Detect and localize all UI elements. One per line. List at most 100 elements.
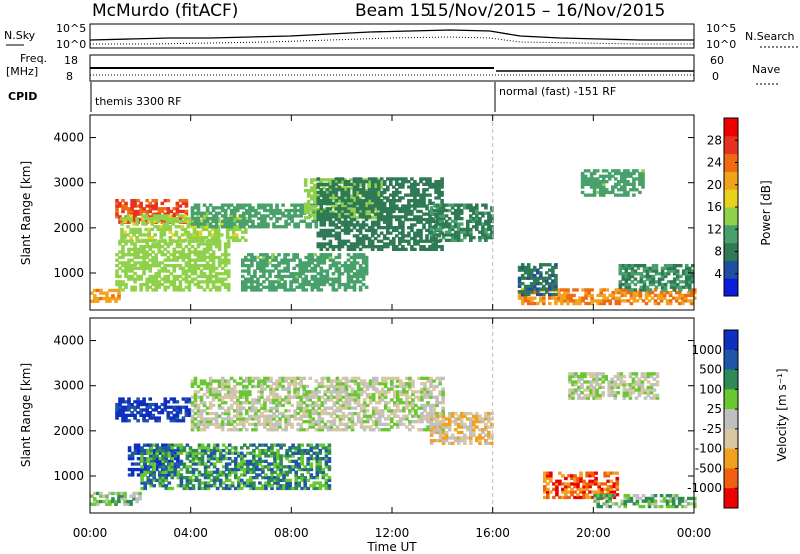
- colorbar-tick-label: 24: [707, 156, 722, 170]
- heatmap-cell: [434, 185, 438, 189]
- heatmap-cell: [166, 413, 171, 417]
- heatmap-cell: [352, 223, 357, 227]
- heatmap-cell: [146, 459, 150, 463]
- heatmap-cell: [167, 454, 172, 458]
- heatmap-cell: [346, 202, 350, 206]
- heatmap-cell: [331, 194, 335, 198]
- heatmap-cell: [450, 206, 455, 210]
- heatmap-cell: [429, 230, 434, 234]
- heatmap-cell: [205, 420, 210, 424]
- heatmap-cell: [191, 478, 196, 482]
- heatmap-cell: [255, 454, 259, 458]
- heatmap-cell: [93, 502, 97, 506]
- heatmap-cell: [157, 416, 161, 420]
- heatmap-cell: [325, 193, 330, 197]
- heatmap-cell: [241, 282, 245, 287]
- heatmap-cell: [211, 214, 216, 218]
- heatmap-cell: [287, 398, 291, 402]
- heatmap-cell: [181, 405, 186, 409]
- heatmap-cell: [156, 227, 160, 232]
- heatmap-cell: [205, 384, 210, 389]
- heatmap-cell: [275, 409, 279, 413]
- heatmap-cell: [196, 253, 201, 257]
- heatmap-cell: [331, 285, 336, 289]
- heatmap-cell: [364, 193, 369, 197]
- heatmap-cell: [410, 188, 414, 192]
- heatmap-cell: [217, 239, 222, 243]
- heatmap-cell: [358, 228, 363, 233]
- heatmap-cell: [130, 242, 134, 246]
- heatmap-cell: [308, 376, 312, 380]
- heatmap-cell: [307, 258, 311, 262]
- heatmap-cell: [251, 222, 255, 226]
- heatmap-cell: [205, 250, 210, 254]
- heatmap-cell: [199, 422, 204, 426]
- heatmap-cell: [337, 285, 342, 289]
- heatmap-cell: [190, 379, 195, 383]
- heatmap-cell: [638, 190, 642, 195]
- heatmap-cell: [167, 470, 172, 474]
- heatmap-cell: [376, 201, 381, 205]
- heatmap-cell: [324, 454, 329, 458]
- heatmap-cell: [382, 209, 387, 214]
- heatmap-cell: [355, 274, 360, 279]
- heatmap-cell: [285, 473, 289, 477]
- heatmap-cell: [358, 188, 363, 192]
- heatmap-cell: [392, 177, 396, 181]
- heatmap-cell: [278, 395, 282, 399]
- heatmap-cell: [346, 253, 351, 257]
- heatmap-cell: [118, 239, 122, 243]
- heatmap-cell: [247, 285, 251, 289]
- heatmap-cell: [370, 188, 375, 192]
- heatmap-cell: [355, 209, 360, 214]
- heatmap-cell: [343, 189, 347, 193]
- heatmap-cell: [202, 255, 207, 260]
- heatmap-cell: [143, 473, 147, 477]
- heatmap-cell: [257, 384, 261, 389]
- heatmap-cell: [242, 384, 246, 389]
- heatmap-cell: [256, 282, 260, 287]
- heatmap-cell: [132, 491, 136, 496]
- heatmap-cell: [341, 395, 346, 399]
- heatmap-cell: [580, 185, 585, 189]
- heatmap-cell: [270, 448, 274, 453]
- heatmap-cell: [158, 448, 163, 453]
- heatmap-cell: [296, 222, 300, 226]
- heatmap-cell: [141, 214, 145, 218]
- heatmap-cell: [303, 465, 307, 469]
- heatmap-cell: [185, 451, 190, 455]
- heatmap-cell: [211, 242, 216, 246]
- heatmap-cell: [327, 459, 332, 463]
- heatmap-cell: [529, 301, 534, 306]
- heatmap-cell: [261, 470, 265, 474]
- heatmap-cell: [226, 422, 231, 426]
- heatmap-cell: [376, 182, 381, 186]
- heatmap-cell: [164, 465, 168, 469]
- heatmap-cell: [239, 206, 243, 210]
- heatmap-cell: [529, 299, 534, 303]
- heatmap-cell: [319, 269, 324, 273]
- heatmap-cell: [660, 288, 665, 292]
- heatmap-cell: [289, 258, 293, 262]
- heatmap-cell: [280, 277, 284, 281]
- heatmap-cell: [459, 222, 464, 226]
- heatmap-cell: [370, 180, 375, 184]
- heatmap-cell: [642, 264, 647, 268]
- heatmap-cell: [273, 457, 277, 461]
- heatmap-cell: [434, 247, 438, 251]
- heatmap-cell: [159, 236, 164, 240]
- heatmap-cell: [296, 225, 300, 229]
- heatmap-cell: [355, 261, 360, 265]
- heatmap-cell: [282, 476, 286, 480]
- heatmap-cell: [315, 459, 320, 463]
- heatmap-cell: [190, 272, 195, 276]
- heatmap-cell: [163, 212, 168, 216]
- heatmap-cell: [281, 203, 285, 207]
- heatmap-cell: [257, 379, 261, 383]
- heatmap-cell: [135, 499, 139, 504]
- heatmap-cell: [227, 473, 232, 477]
- heatmap-cell: [425, 188, 429, 192]
- heatmap-cell: [352, 266, 357, 270]
- heatmap-cell: [309, 473, 314, 477]
- heatmap-cell: [587, 293, 591, 298]
